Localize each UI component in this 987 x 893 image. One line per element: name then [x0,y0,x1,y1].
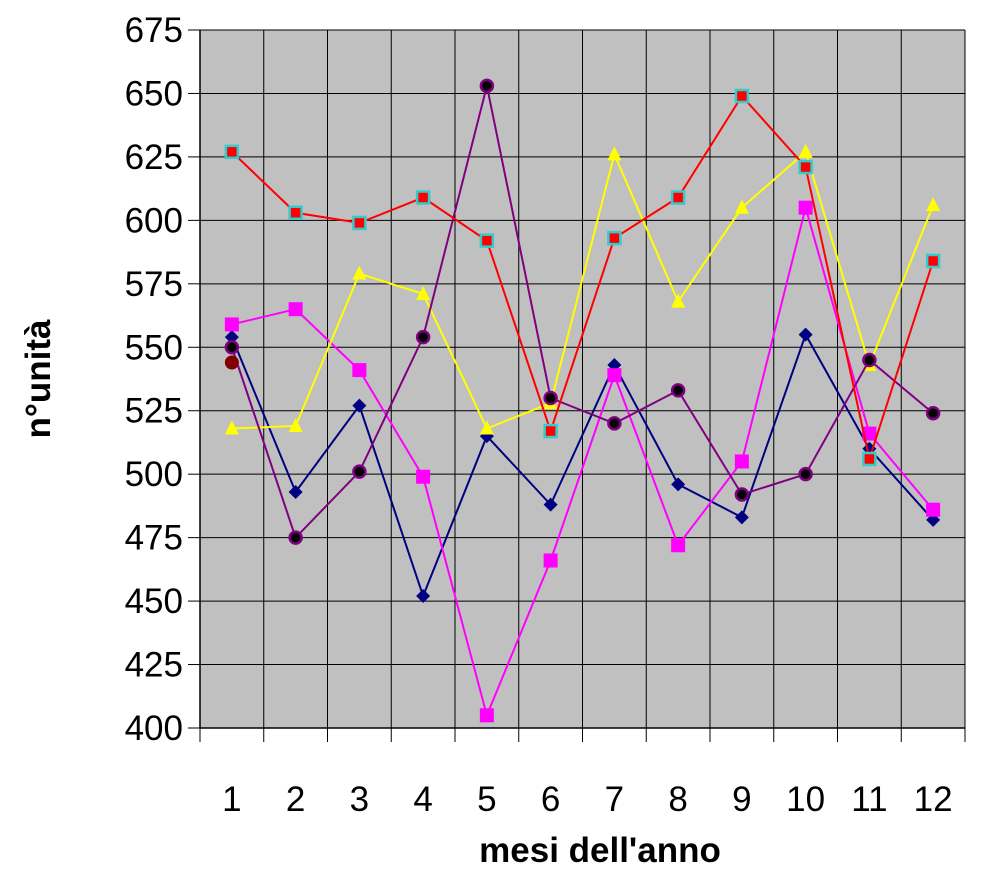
x-tick-label: 1 [222,780,241,819]
data-point [670,383,686,398]
data-point [224,340,240,355]
y-axis-title: n°unità [19,319,58,439]
data-point [734,88,750,104]
data-point [415,190,431,205]
x-tick-labels: 1 2 3 4 5 6 7 8 9 10 11 12 [222,780,952,819]
data-point [607,146,622,161]
data-point [288,484,303,499]
data-point [670,190,686,205]
data-point [926,502,941,517]
y-tick-label: 525 [125,392,183,431]
gridlines [199,29,966,729]
data-point [415,329,431,345]
series-1 [224,327,941,604]
data-point [288,417,303,432]
extra-data-point [224,355,239,370]
data-point [925,406,941,421]
series-line [231,203,934,719]
series-line [230,332,934,599]
data-point [288,530,303,545]
data-point [479,233,495,248]
data-point [798,143,813,158]
data-point [607,230,622,246]
data-point [416,285,431,300]
y-tick-label: 425 [125,646,183,685]
x-axis-title: mesi dell'anno [479,831,721,870]
data-point [224,317,239,332]
data-point [671,538,686,553]
data-point [352,363,367,378]
data-point [862,352,877,368]
y-tick-label: 650 [125,74,183,113]
x-tick-label: 3 [350,780,369,819]
y-tick-label: 550 [125,328,183,367]
data-point [862,426,877,441]
series-5 [224,88,941,467]
x-tick-label: 6 [541,780,560,819]
x-tick-label: 10 [786,780,825,819]
data-point [734,487,750,502]
data-point [479,78,495,94]
data-point [416,469,431,484]
y-tick-label: 500 [125,455,183,494]
x-tick-label: 7 [605,780,624,819]
x-tick-label: 5 [477,780,496,819]
data-point [798,327,813,342]
data-point [224,330,239,345]
data-point [288,302,303,317]
data-point [734,454,749,469]
data-point [543,553,558,568]
data-point [224,420,239,435]
data-point [543,497,558,512]
data-point [352,464,367,479]
y-tick-label: 625 [125,138,183,177]
data-point [926,197,941,212]
data-point [479,708,494,723]
data-point [734,510,749,525]
y-tick-labels: 400 425 450 475 500 525 550 575 600 625 650 675 [125,11,183,748]
data-point [607,416,622,431]
data-point [543,423,558,439]
data-point [607,368,622,383]
y-tick-label: 675 [125,11,183,50]
data-point [734,199,749,214]
data-point [352,398,367,413]
series-line [231,150,935,430]
data-point [288,205,303,220]
axes [188,29,966,742]
data-point [352,215,367,231]
x-tick-label: 2 [286,780,305,819]
series-line [230,85,934,540]
y-tick-label: 400 [125,709,183,748]
data-series [224,78,941,723]
data-point [479,420,494,435]
data-point [671,293,686,308]
series-line [231,94,935,463]
x-tick-label: 4 [413,780,432,819]
series-2 [224,200,941,723]
y-tick-label: 600 [125,201,183,240]
x-tick-label: 8 [668,780,687,819]
x-tick-label: 11 [851,780,887,819]
y-tick-label: 475 [125,519,183,558]
x-tick-label: 12 [914,780,953,819]
x-tick-label: 9 [732,780,751,819]
data-point [862,451,877,467]
data-point [224,144,240,160]
data-point [671,477,686,492]
data-point [416,589,431,604]
series-4 [224,78,941,545]
data-point [543,390,558,406]
data-point [798,159,813,175]
data-point [798,200,813,215]
y-tick-label: 575 [125,265,183,304]
data-point [925,253,941,269]
data-point [352,265,367,280]
y-tick-label: 450 [125,582,183,621]
data-point [798,466,813,482]
